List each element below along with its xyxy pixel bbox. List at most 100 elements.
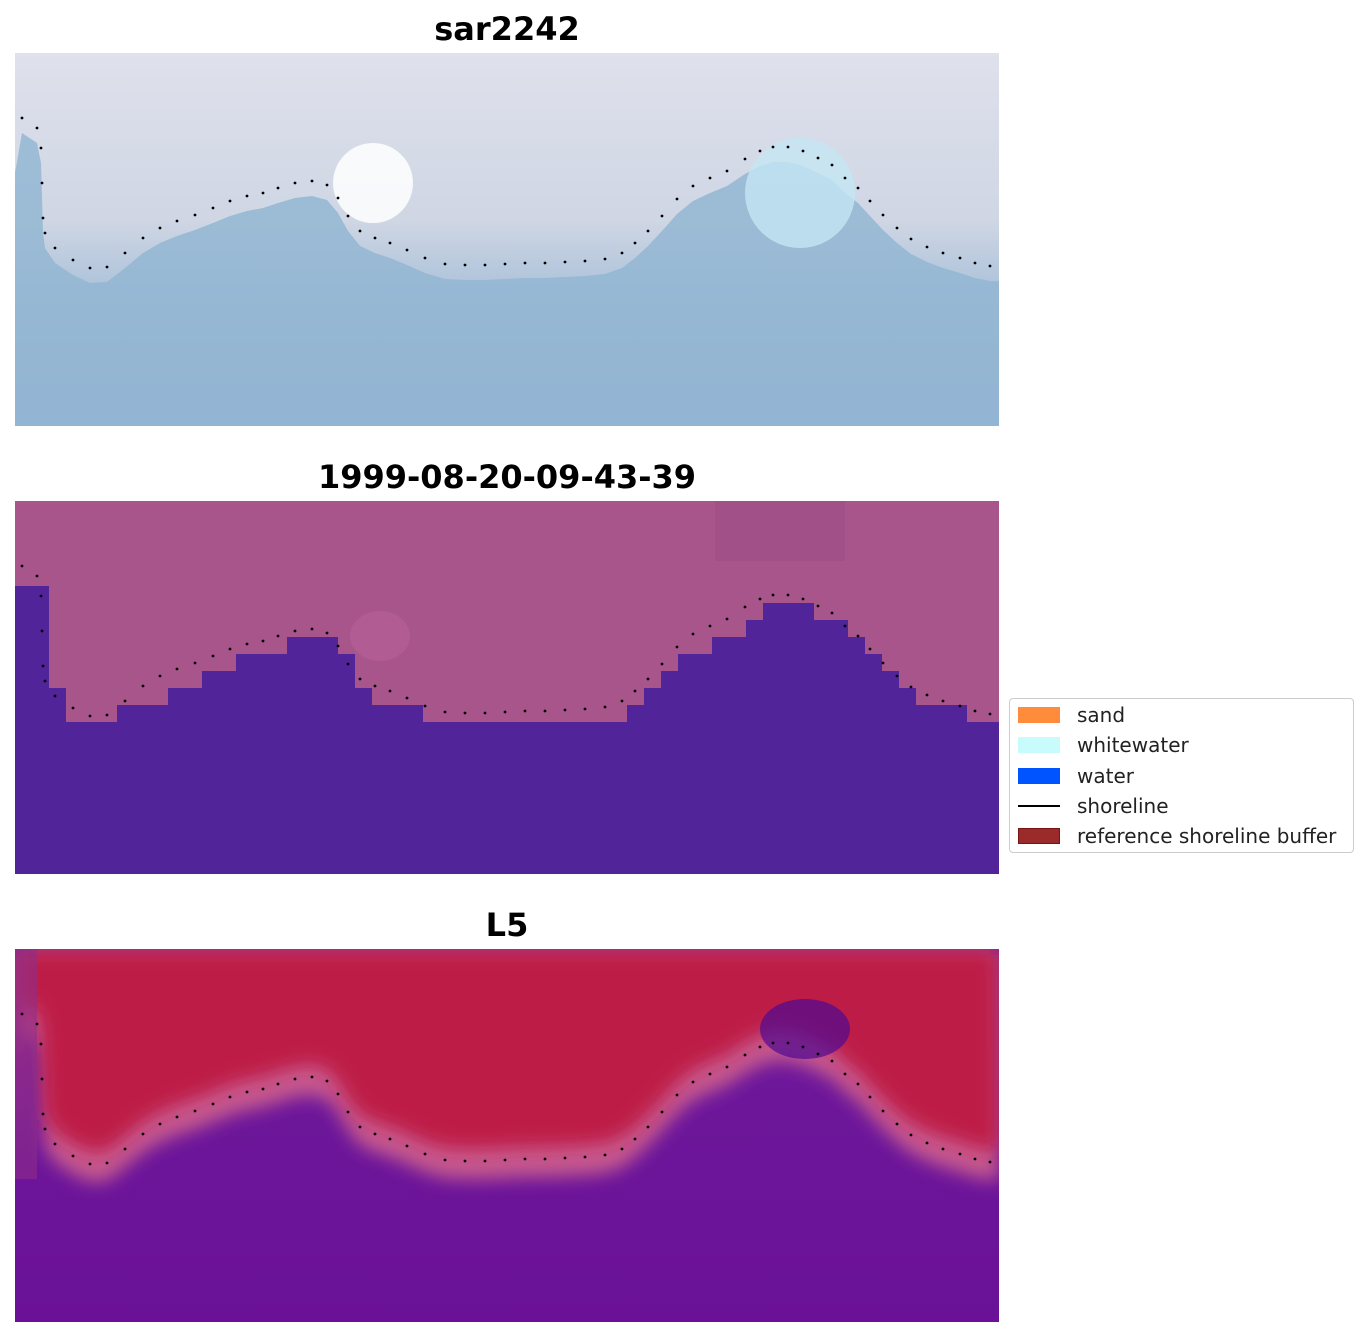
shoreline-dot xyxy=(816,156,820,160)
shoreline-dot xyxy=(43,679,47,683)
whitewater-patch xyxy=(745,138,855,248)
shoreline-dot xyxy=(543,261,547,265)
shoreline-dot xyxy=(41,664,45,668)
legend-item-shoreline: shoreline xyxy=(1018,794,1169,818)
shoreline-dot xyxy=(336,644,340,648)
shoreline-dot xyxy=(771,1041,775,1045)
shoreline-dot xyxy=(483,263,487,267)
shoreline-dot xyxy=(310,627,314,631)
shoreline-dot xyxy=(53,246,57,250)
shoreline-dot xyxy=(483,1159,487,1163)
shoreline-dot xyxy=(336,196,340,200)
shoreline-dot xyxy=(646,229,650,233)
shoreline-dot xyxy=(941,251,945,255)
shoreline-dot xyxy=(743,605,747,609)
shoreline-dot xyxy=(843,1072,847,1076)
shoreline-dot xyxy=(543,709,547,713)
shoreline-dot xyxy=(88,266,92,270)
shoreline-dot xyxy=(646,1125,650,1129)
shoreline-dot xyxy=(633,689,637,693)
shoreline-dot xyxy=(423,256,427,260)
legend-item-sand: sand xyxy=(1018,703,1126,727)
shoreline-dot xyxy=(483,711,487,715)
legend-item-reference-buffer: reference shoreline buffer xyxy=(1018,824,1336,848)
shoreline-dot xyxy=(193,213,197,217)
shoreline-dot xyxy=(856,186,860,190)
shoreline-dot xyxy=(868,1095,872,1099)
shoreline-dot xyxy=(325,183,329,187)
panel-title-1: sar2242 xyxy=(434,10,580,48)
shoreline-dot xyxy=(801,149,805,153)
shoreline-dot xyxy=(708,624,712,628)
shoreline-dot xyxy=(988,264,992,268)
shoreline-dot xyxy=(973,261,977,265)
shoreline-dot xyxy=(39,1042,43,1046)
legend-label-whitewater: whitewater xyxy=(1077,733,1189,757)
shoreline-dot xyxy=(660,214,664,218)
shoreline-dot xyxy=(691,184,695,188)
shoreline-dot xyxy=(141,1132,145,1136)
shoreline-dot xyxy=(388,689,392,693)
shoreline-dot xyxy=(53,1142,57,1146)
shoreline-dot xyxy=(325,631,329,635)
shoreline-dot xyxy=(925,245,929,249)
shoreline-dot xyxy=(43,1127,47,1131)
shoreline-dot xyxy=(71,1154,75,1158)
shoreline-dot xyxy=(843,176,847,180)
shoreline-dot xyxy=(786,145,790,149)
water-class-region xyxy=(15,586,999,874)
shoreline-dot xyxy=(725,169,729,173)
shoreline-dot xyxy=(71,258,75,262)
shoreline-dots xyxy=(20,116,992,270)
shoreline-dot xyxy=(563,260,567,264)
shoreline-dot xyxy=(725,1065,729,1069)
shoreline-dot xyxy=(620,251,624,255)
shoreline-dot xyxy=(228,647,232,651)
shoreline-dot xyxy=(633,1137,637,1141)
legend-label-water: water xyxy=(1077,764,1134,788)
shoreline-dot xyxy=(35,126,39,130)
panel-title-3: L5 xyxy=(485,906,529,944)
shoreline-dot xyxy=(358,677,362,681)
shoreline-dot xyxy=(211,206,215,210)
shoreline-dot xyxy=(771,593,775,597)
shoreline-dot xyxy=(941,699,945,703)
shoreline-dot xyxy=(583,707,587,711)
shoreline-dot xyxy=(325,1079,329,1083)
shoreline-dot xyxy=(175,1115,179,1119)
shoreline-dot xyxy=(523,1157,527,1161)
shoreline-dot xyxy=(358,1125,362,1129)
shoreline-dot xyxy=(868,647,872,651)
shoreline-dot xyxy=(39,594,43,598)
shoreline-dot xyxy=(503,1158,507,1162)
legend-label-sand: sand xyxy=(1077,703,1126,727)
shoreline-dot xyxy=(35,1022,39,1026)
shoreline-dot xyxy=(346,1110,350,1114)
shoreline-dot xyxy=(816,1052,820,1056)
shoreline-dot xyxy=(346,662,350,666)
shoreline-dot xyxy=(245,1090,249,1094)
shoreline-dot xyxy=(405,248,409,252)
shoreline-dot xyxy=(708,1072,712,1076)
shoreline-dot xyxy=(463,263,467,267)
shoreline-dot xyxy=(123,251,127,255)
shoreline-dot xyxy=(958,256,962,260)
shoreline-dot xyxy=(346,214,350,218)
shoreline-dot xyxy=(443,1158,447,1162)
shoreline-dot xyxy=(881,1109,885,1113)
shoreline-dot xyxy=(141,684,145,688)
shoreline-dot xyxy=(646,677,650,681)
left-edge-band xyxy=(15,949,37,1179)
shoreline-dot xyxy=(261,191,265,195)
shoreline-dot xyxy=(158,226,162,230)
shoreline-dot xyxy=(88,714,92,718)
shoreline-dot xyxy=(261,639,265,643)
shoreline-dot xyxy=(786,1041,790,1045)
shoreline-dot xyxy=(358,229,362,233)
shoreline-dot xyxy=(758,597,762,601)
shoreline-dot xyxy=(583,259,587,263)
shoreline-dot xyxy=(388,1137,392,1141)
shoreline-dot xyxy=(423,704,427,708)
shoreline-dot xyxy=(909,685,913,689)
shoreline-dot xyxy=(276,186,280,190)
